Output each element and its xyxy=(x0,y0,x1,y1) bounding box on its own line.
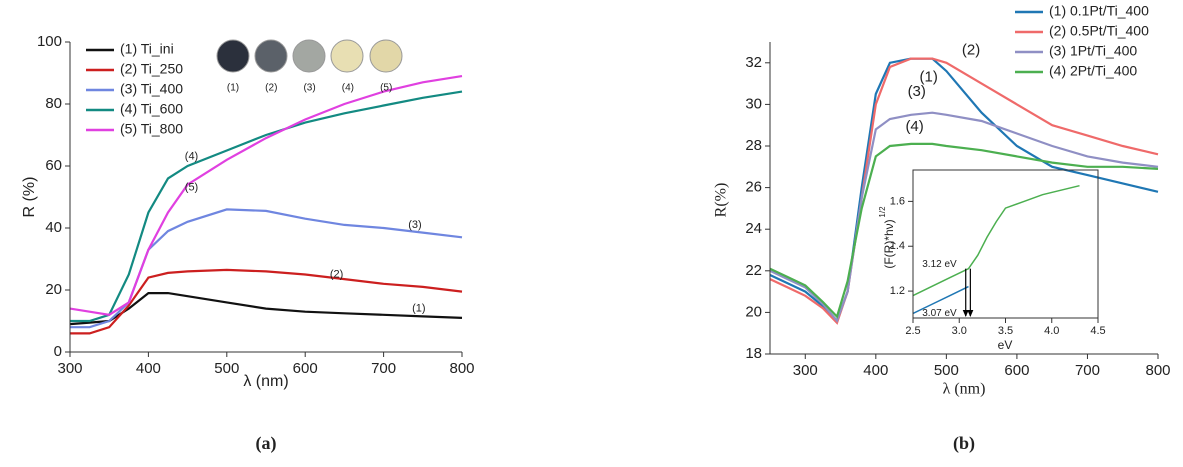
caption: (b) xyxy=(953,433,975,454)
inset-background xyxy=(913,170,1098,318)
annotation: (3) xyxy=(408,219,421,231)
x-tick-label: 400 xyxy=(863,362,888,379)
sample-label: (5) xyxy=(380,83,392,94)
sample-photos xyxy=(217,40,402,72)
annotation: (4) xyxy=(905,118,923,135)
sample-label: (1) xyxy=(227,83,239,94)
x-tick-label: 700 xyxy=(1075,362,1100,379)
x-tick-label: 600 xyxy=(1004,362,1029,379)
y-tick-label: 0 xyxy=(54,343,62,360)
sample-photo xyxy=(331,40,363,72)
x-tick-label: 300 xyxy=(57,360,82,377)
annotation: 3.12 eV xyxy=(922,259,957,270)
figure: 300 400 500 600 700 800 0 20 40 60 80 100 λ (nm) R (%… xyxy=(0,0,1183,467)
y-tick-label: 30 xyxy=(745,95,762,112)
x-tick-label: 700 xyxy=(371,360,396,377)
x-tick-label: 4.0 xyxy=(1044,325,1059,337)
sample-photo xyxy=(255,40,287,72)
y-tick-label: 100 xyxy=(37,33,62,50)
sample-label: (4) xyxy=(342,83,354,94)
legend-label: (1) 0.1Pt/Ti_400 xyxy=(1049,3,1149,19)
y-axis-label-superscript: 1/2 xyxy=(878,206,887,218)
y-tick-label: 80 xyxy=(45,95,62,112)
x-tick-label: 600 xyxy=(293,360,318,377)
data-line xyxy=(70,293,462,324)
y-tick-label: 20 xyxy=(45,281,62,298)
y-tick-label: 1.6 xyxy=(890,195,905,207)
x-tick-label: 3.5 xyxy=(998,325,1013,337)
x-tick-label: 800 xyxy=(449,360,474,377)
sample-photo xyxy=(217,40,249,72)
y-axis-label: (F(R)*hν) xyxy=(882,219,896,268)
legend-label: (2) Ti_250 xyxy=(120,61,183,77)
sample-label: (3) xyxy=(303,83,315,94)
y-tick-label: 1.2 xyxy=(890,285,905,297)
y-tick-label: 60 xyxy=(45,157,62,174)
y-tick-label: 24 xyxy=(745,220,762,237)
y-tick-label: 20 xyxy=(745,303,762,320)
x-axis-label: λ (nm) xyxy=(243,373,288,390)
x-tick-label: 300 xyxy=(793,362,818,379)
annotation: (1) xyxy=(412,303,425,315)
x-tick-label: 500 xyxy=(214,360,239,377)
annotation: (3) xyxy=(908,83,926,100)
legend-label: (5) Ti_800 xyxy=(120,121,183,137)
legend-label: (2) 0.5Pt/Ti_400 xyxy=(1049,23,1149,39)
y-tick-label: 18 xyxy=(745,345,762,362)
legend-label: (4) Ti_600 xyxy=(120,101,183,117)
caption: (a) xyxy=(256,433,277,454)
sample-label: (2) xyxy=(265,83,277,94)
y-axis-label: R(%) xyxy=(713,183,730,218)
x-axis-label: eV xyxy=(998,338,1013,352)
annotation: (2) xyxy=(962,41,980,58)
x-tick-label: 2.5 xyxy=(905,325,920,337)
legend-label: (3) Ti_400 xyxy=(120,81,183,97)
y-tick-label: 22 xyxy=(745,262,762,279)
x-tick-label: 4.5 xyxy=(1090,325,1105,337)
y-tick-label: 40 xyxy=(45,219,62,236)
x-tick-label: 800 xyxy=(1145,362,1170,379)
y-tick-label: 28 xyxy=(745,137,762,154)
annotation: (2) xyxy=(330,268,343,280)
annotation: (4) xyxy=(185,151,198,163)
sample-photo xyxy=(293,40,325,72)
y-tick-label: 32 xyxy=(745,54,762,71)
annotation: 3.07 eV xyxy=(922,308,957,319)
y-axis-label: R (%) xyxy=(21,177,38,218)
annotation: (5) xyxy=(185,182,198,194)
sample-photo xyxy=(370,40,402,72)
legend-label: (3) 1Pt/Ti_400 xyxy=(1049,43,1137,59)
x-tick-label: 400 xyxy=(136,360,161,377)
legend-label: (1) Ti_ini xyxy=(120,41,174,57)
x-tick-label: 500 xyxy=(934,362,959,379)
legend-label: (4) 2Pt/Ti_400 xyxy=(1049,63,1137,79)
x-axis-label: λ (nm) xyxy=(943,381,986,398)
y-tick-label: 26 xyxy=(745,179,762,196)
x-tick-label: 3.0 xyxy=(952,325,967,337)
